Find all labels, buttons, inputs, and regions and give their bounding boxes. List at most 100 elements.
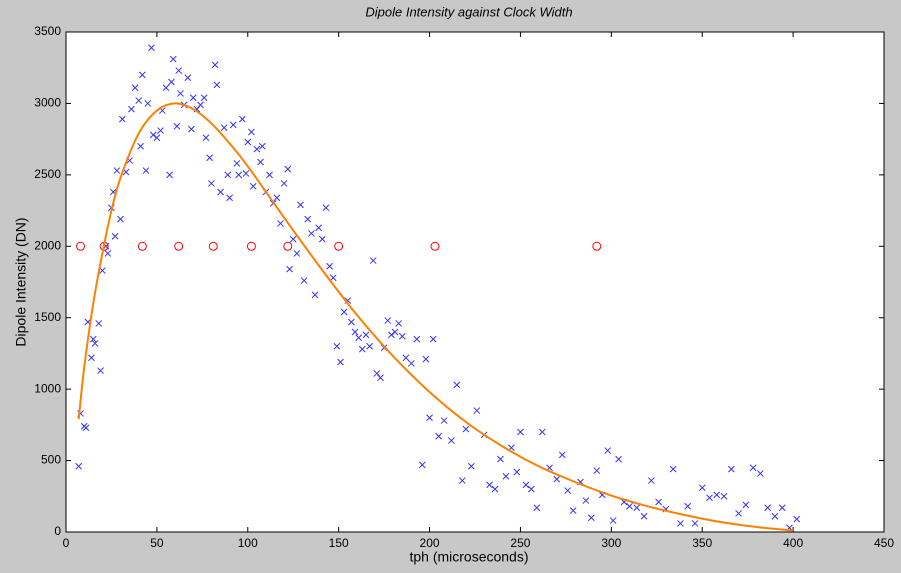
x-tick-label: 200 bbox=[420, 536, 440, 550]
x-point bbox=[104, 250, 112, 257]
x-point bbox=[757, 470, 764, 477]
circle-point bbox=[246, 241, 256, 251]
x-tick-label: 100 bbox=[238, 536, 258, 550]
x-point bbox=[587, 514, 595, 522]
x-point bbox=[318, 235, 326, 243]
x-point bbox=[244, 138, 252, 146]
y-tick-label: 1500 bbox=[34, 310, 61, 324]
x-point bbox=[117, 215, 124, 223]
x-point bbox=[706, 494, 713, 502]
chart-title: Dipole Intensity against Clock Width bbox=[365, 4, 572, 19]
x-point bbox=[206, 154, 213, 162]
x-point bbox=[377, 374, 384, 382]
x-point bbox=[144, 100, 152, 107]
y-tick-label: 2500 bbox=[34, 167, 61, 181]
x-point bbox=[418, 461, 426, 469]
x-point bbox=[553, 475, 561, 483]
x-tick-label: 0 bbox=[63, 536, 70, 550]
x-point bbox=[253, 145, 261, 153]
y-tick-label: 2000 bbox=[34, 238, 61, 252]
x-point bbox=[197, 101, 204, 109]
x-point bbox=[202, 134, 210, 142]
x-point bbox=[235, 171, 243, 179]
x-point bbox=[558, 451, 566, 459]
x-point bbox=[138, 71, 146, 79]
x-point bbox=[497, 455, 504, 463]
x-point bbox=[280, 180, 288, 187]
y-tick-label: 500 bbox=[41, 453, 61, 467]
circle-point bbox=[592, 241, 602, 251]
x-point bbox=[422, 355, 430, 363]
x-point bbox=[462, 425, 470, 433]
x-point bbox=[429, 335, 437, 343]
circle-point bbox=[137, 241, 147, 251]
x-tick-label: 150 bbox=[329, 536, 349, 550]
fit-line bbox=[77, 102, 794, 532]
x-point bbox=[669, 465, 677, 473]
x-point bbox=[684, 502, 692, 510]
x-point bbox=[677, 520, 684, 527]
circle-point bbox=[76, 241, 86, 251]
x-tick-label: 450 bbox=[874, 536, 894, 550]
x-point bbox=[720, 492, 728, 500]
circle-point bbox=[334, 241, 344, 251]
x-point bbox=[233, 160, 241, 167]
x-point bbox=[284, 165, 292, 173]
x-point bbox=[655, 498, 662, 506]
x-point bbox=[211, 61, 219, 69]
x-point bbox=[157, 127, 164, 134]
x-point bbox=[764, 504, 772, 512]
x-tick-label: 50 bbox=[150, 536, 164, 550]
x-point bbox=[517, 428, 524, 436]
x-point bbox=[257, 158, 264, 166]
x-point bbox=[448, 437, 455, 444]
x-point bbox=[355, 334, 363, 342]
x-point bbox=[277, 220, 284, 227]
x-point bbox=[175, 67, 183, 74]
x-point bbox=[453, 381, 461, 389]
x-point bbox=[177, 90, 184, 97]
x-point bbox=[395, 320, 403, 327]
x-point bbox=[311, 291, 319, 299]
x-point bbox=[513, 468, 521, 476]
x-point bbox=[189, 94, 197, 102]
x-point bbox=[727, 465, 735, 473]
x-point bbox=[538, 428, 546, 436]
x-tick-label: 400 bbox=[783, 536, 803, 550]
x-point bbox=[315, 224, 323, 232]
x-point bbox=[413, 335, 421, 343]
x-tick-label: 250 bbox=[510, 536, 530, 550]
x-point bbox=[778, 504, 786, 512]
plot-frame bbox=[65, 31, 885, 533]
x-point bbox=[440, 417, 448, 424]
x-point bbox=[402, 354, 410, 362]
x-point bbox=[258, 142, 266, 150]
x-point bbox=[735, 510, 742, 517]
x-point bbox=[137, 142, 144, 150]
x-point bbox=[168, 78, 175, 86]
x-point bbox=[533, 504, 541, 512]
x-point bbox=[527, 485, 535, 493]
x-point bbox=[640, 512, 648, 520]
x-point bbox=[793, 515, 801, 523]
x-point bbox=[200, 94, 208, 102]
x-point bbox=[473, 407, 481, 414]
x-point bbox=[771, 512, 779, 520]
x-point bbox=[362, 331, 370, 339]
x-point bbox=[633, 504, 641, 512]
x-point bbox=[97, 367, 104, 374]
x-point bbox=[224, 171, 232, 179]
y-tick-label: 1000 bbox=[34, 381, 61, 395]
x-point bbox=[169, 55, 177, 63]
x-point bbox=[142, 167, 150, 174]
x-point bbox=[148, 44, 155, 52]
y-tick-label: 3000 bbox=[34, 96, 61, 110]
x-point bbox=[358, 345, 366, 353]
x-point bbox=[297, 201, 304, 209]
x-point bbox=[113, 167, 121, 174]
x-point bbox=[340, 308, 348, 316]
x-point bbox=[609, 517, 617, 524]
x-point bbox=[426, 414, 433, 422]
x-point bbox=[408, 360, 415, 367]
x-point bbox=[266, 171, 273, 179]
